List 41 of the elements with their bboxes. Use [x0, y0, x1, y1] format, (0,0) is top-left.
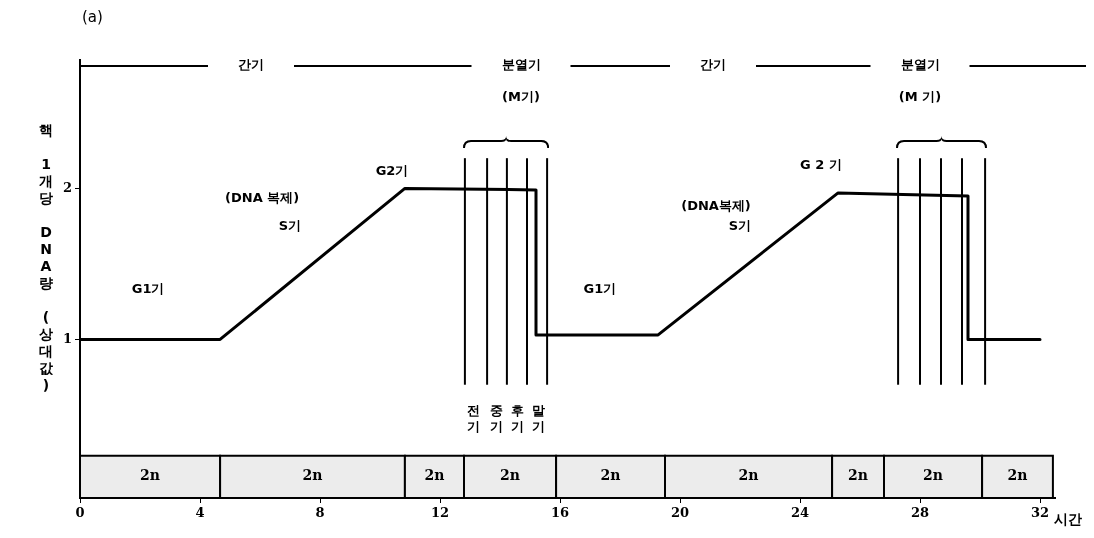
chart-title: (a)	[82, 7, 103, 26]
x-tick-label: 20	[670, 505, 690, 521]
annotation: (M 기)	[898, 89, 942, 105]
x-tick-label: 24	[790, 505, 810, 521]
y-tick-label: 1	[62, 330, 72, 346]
band-label: 2n	[923, 467, 944, 484]
x-tick-label: 32	[1030, 505, 1050, 521]
text: 핵 1개당 DNA량 (상대값)	[39, 122, 53, 394]
x-tick-label: 12	[430, 505, 450, 521]
band-label: 2n	[500, 467, 521, 484]
band-label: 2n	[600, 467, 621, 484]
annotation: G 2 기	[800, 157, 842, 173]
annotation: (DNA복제)	[681, 197, 751, 213]
annotation: 간기	[700, 57, 726, 73]
annotation: 후기	[510, 402, 524, 434]
band-label: 2n	[140, 467, 161, 484]
band-label: 2n	[424, 467, 445, 484]
annotation: 중기	[489, 402, 503, 434]
annotation: 간기	[238, 57, 264, 73]
x-tick-label: 28	[910, 505, 930, 521]
annotation: (DNA 복제)	[225, 190, 300, 206]
y-tick-label: 2	[62, 179, 72, 195]
x-tick-label: 0	[75, 505, 85, 521]
annotation: 분열기	[501, 57, 541, 73]
band-label: 2n	[738, 467, 759, 484]
annotation: 분열기	[900, 57, 940, 73]
band-label: 2n	[302, 467, 323, 484]
annotation: S기	[728, 217, 752, 233]
annotation: G1기	[131, 280, 165, 296]
annotation: (M기)	[502, 89, 540, 105]
annotation: G1기	[583, 280, 617, 296]
x-axis-title: 시간	[1054, 510, 1082, 527]
x-tick-label: 4	[195, 505, 205, 521]
x-tick-label: 16	[550, 505, 570, 521]
annotation: 말기	[531, 402, 545, 434]
annotation: 전기	[467, 402, 481, 434]
x-tick-label: 8	[315, 505, 325, 521]
band-label: 2n	[1007, 467, 1028, 484]
band-label: 2n	[848, 467, 869, 484]
annotation: S기	[278, 217, 302, 233]
annotation: G2기	[375, 163, 409, 179]
